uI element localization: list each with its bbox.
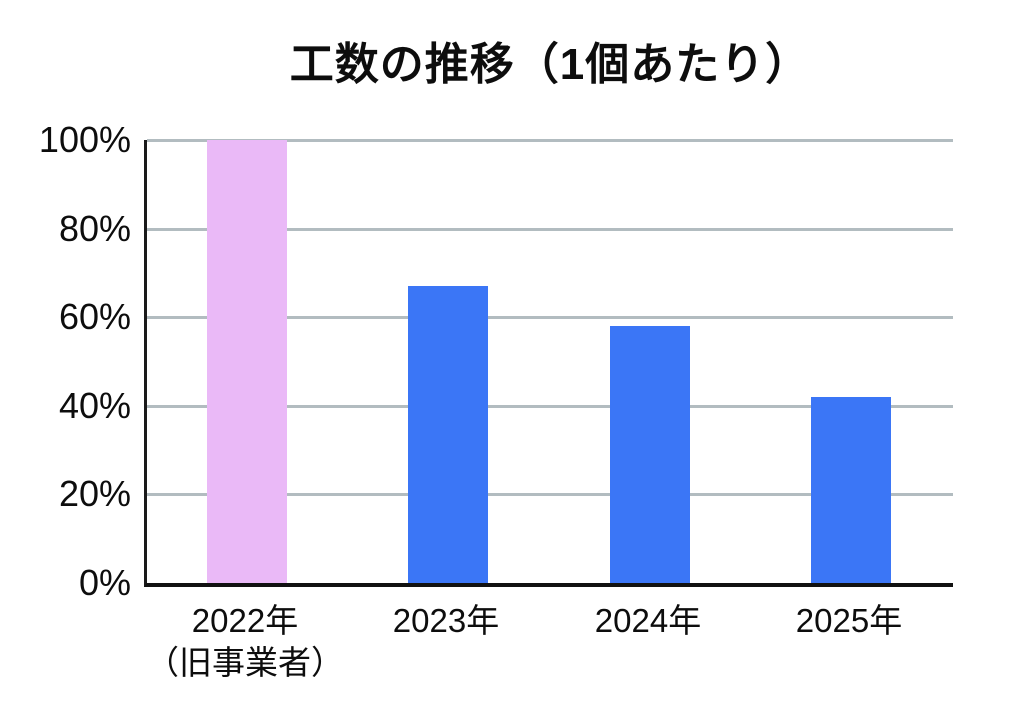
bar-2025年	[811, 397, 891, 583]
bar-2024年	[610, 326, 690, 583]
y-tick-label-20: 20%	[58, 473, 131, 514]
x-tick-label-main: 2025年	[795, 602, 903, 639]
bar-2022年	[207, 140, 287, 583]
x-tick-label-2024年: 2024年	[595, 600, 701, 642]
chart-title: 工数の推移（1個あたり）	[289, 40, 811, 89]
x-tick-label-2022年: 2022年 （旧事業者）	[146, 600, 344, 684]
gridline-40	[147, 405, 953, 408]
gridline-60	[147, 316, 953, 319]
y-tick-label-0: 0%	[78, 562, 131, 603]
gridline-80	[147, 228, 953, 231]
x-tick-label-sub: （旧事業者）	[146, 644, 344, 681]
x-tick-label-2025年: 2025年	[796, 600, 902, 642]
plot-area	[144, 139, 953, 587]
x-tick-label-main: 2022年	[191, 602, 299, 639]
y-tick-label-60: 60%	[58, 296, 131, 337]
gridline-100	[147, 139, 953, 142]
gridline-20	[147, 493, 953, 496]
bar-2023年	[408, 286, 488, 583]
y-tick-label-80: 80%	[58, 208, 131, 249]
y-tick-label-100: 100%	[38, 119, 131, 160]
x-tick-label-main: 2023年	[392, 602, 500, 639]
x-tick-label-2023年: 2023年	[393, 600, 499, 642]
y-tick-label-40: 40%	[58, 385, 131, 426]
x-tick-label-main: 2024年	[594, 602, 702, 639]
